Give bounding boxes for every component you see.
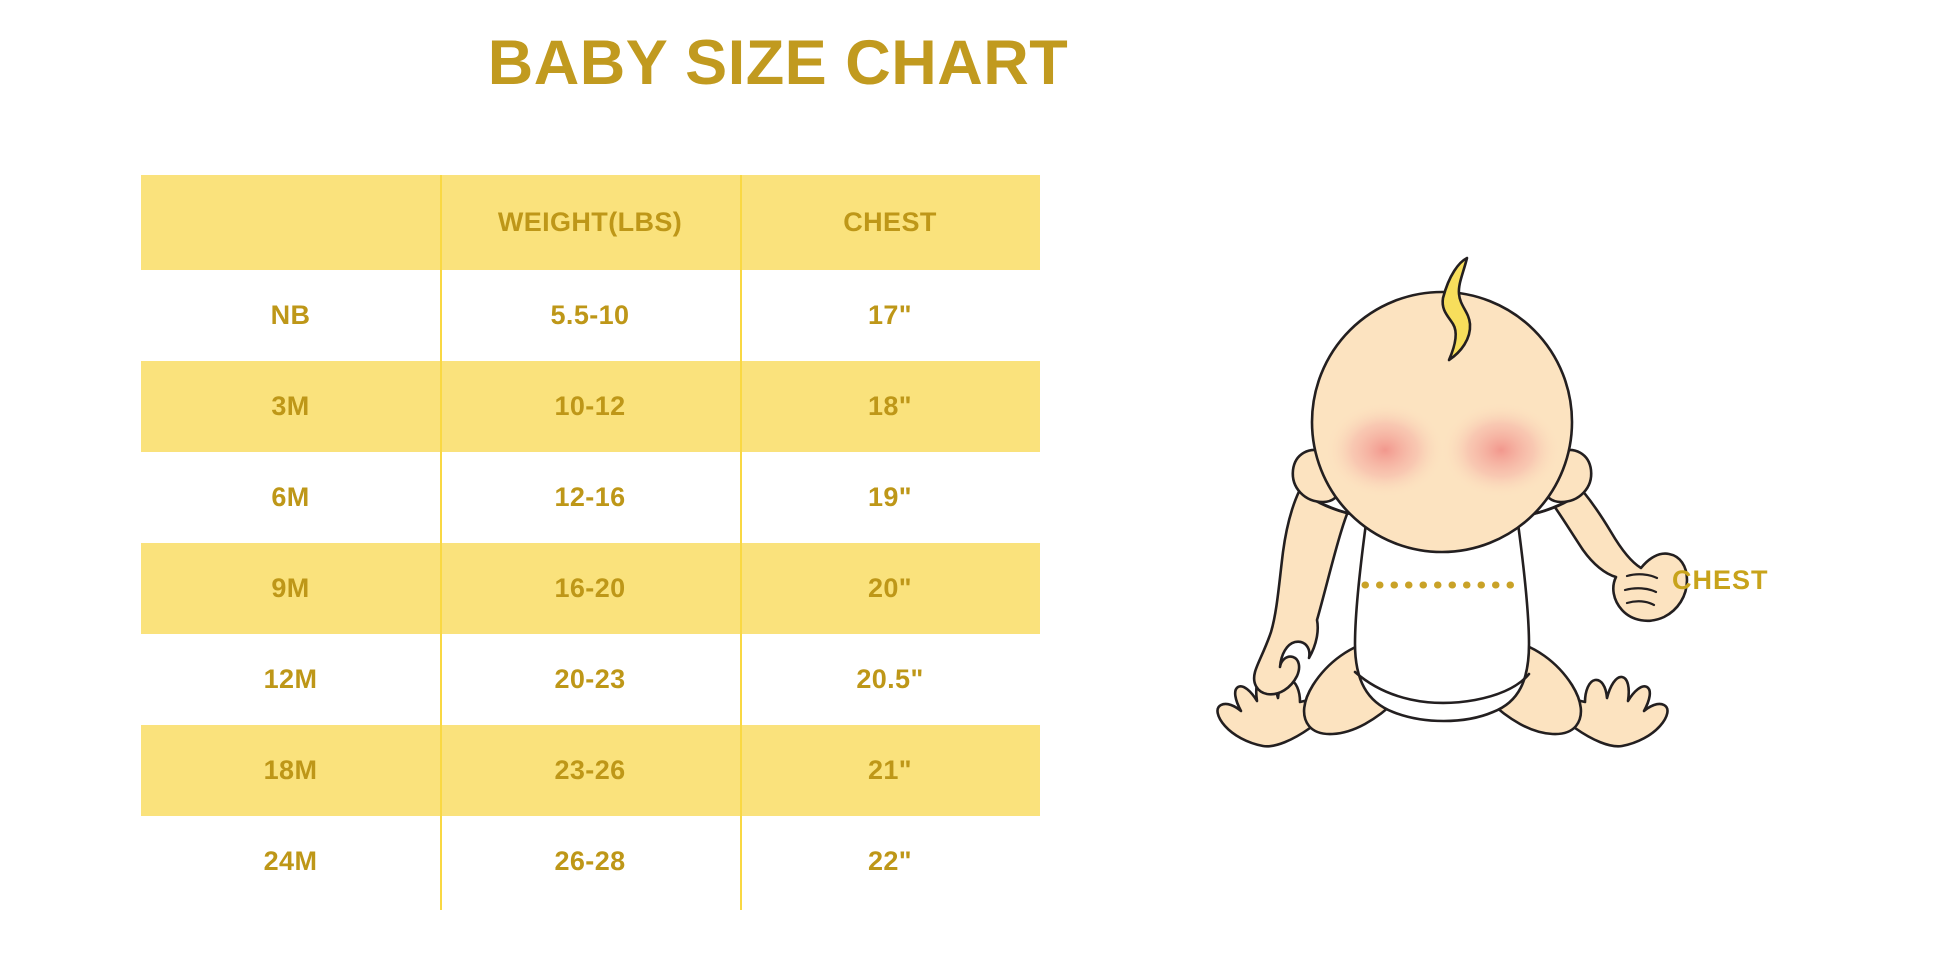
cell-chest: 19"	[867, 482, 913, 512]
table-row: 3M 10-12 18"	[141, 361, 1040, 452]
table-row: NB 5.5-10 17"	[141, 270, 1040, 361]
cell-size: 6M	[271, 482, 310, 512]
cell-chest: 18"	[867, 391, 913, 421]
table-row: 18M 23-26 21"	[141, 725, 1040, 816]
cell-weight: 20-23	[554, 664, 626, 694]
right-blush	[1441, 402, 1561, 498]
onesie-hem	[1353, 670, 1531, 705]
cell-size: 3M	[271, 391, 310, 421]
right-fist-knuckles	[1623, 573, 1659, 607]
column-divider-2	[740, 175, 742, 910]
left-leg	[1216, 646, 1382, 748]
table-row: 6M 12-16 19"	[141, 452, 1040, 543]
right-leg	[1503, 646, 1669, 748]
cell-weight: 23-26	[554, 755, 626, 785]
cell-size: NB	[270, 300, 311, 330]
table-row: 24M 26-28 22"	[141, 816, 1040, 907]
table-row: 9M 16-20 20"	[141, 543, 1040, 634]
cell-weight: 26-28	[554, 846, 626, 876]
right-arm	[1545, 476, 1689, 623]
cell-size: 9M	[271, 573, 310, 603]
chest-measurement-label: CHEST	[1672, 565, 1769, 595]
baby-figure-svg	[1216, 256, 1689, 748]
cell-size: 18M	[263, 755, 318, 785]
cell-weight: 5.5-10	[550, 300, 630, 330]
left-arm	[1252, 476, 1361, 696]
cell-weight: 10-12	[554, 391, 626, 421]
cell-chest: 20"	[867, 573, 913, 603]
table-row: 12M 20-23 20.5"	[141, 634, 1040, 725]
cell-size: 12M	[263, 664, 318, 694]
table-header: WEIGHT(LBS) CHEST	[141, 175, 1040, 270]
size-chart-table: WEIGHT(LBS) CHEST NB 5.5-10 17" 3M 10-12 18" 6…	[141, 175, 1040, 907]
cell-weight: 16-20	[554, 573, 626, 603]
cell-size: 24M	[263, 846, 318, 876]
column-divider-1	[440, 175, 442, 910]
cell-chest: 20.5"	[856, 664, 924, 694]
baby-illustration	[1175, 240, 1705, 800]
hair-curl	[1441, 256, 1472, 362]
left-blush	[1325, 402, 1445, 498]
column-header-weight: WEIGHT(LBS)	[497, 207, 683, 237]
table-body: NB 5.5-10 17" 3M 10-12 18" 6M 12-16 19" 9M 16-20 20…	[141, 270, 1040, 907]
cell-weight: 12-16	[554, 482, 626, 512]
cell-chest: 22"	[867, 846, 913, 876]
cell-chest: 21"	[867, 755, 913, 785]
table-header-row: WEIGHT(LBS) CHEST	[141, 175, 1040, 270]
page-title: BABY SIZE CHART	[487, 28, 1069, 98]
column-header-chest: CHEST	[843, 207, 937, 237]
column-header-size	[141, 175, 440, 270]
cell-chest: 17"	[867, 300, 913, 330]
